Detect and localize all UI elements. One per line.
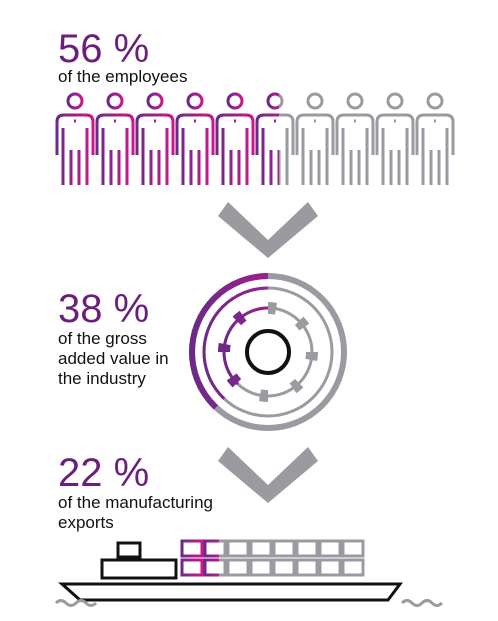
chevron (218, 202, 318, 258)
person-head (346, 92, 364, 110)
container (251, 541, 271, 556)
person-head (386, 92, 404, 110)
container (295, 539, 319, 558)
container (203, 539, 227, 558)
container (226, 558, 250, 577)
container (295, 558, 319, 577)
person-body (375, 113, 415, 185)
waves (54, 599, 444, 607)
container (274, 560, 294, 575)
person-head (306, 92, 324, 110)
stat-value: 22 % (58, 451, 149, 495)
container (297, 541, 317, 556)
person-body (175, 113, 215, 185)
person-body (295, 113, 335, 185)
chevron (218, 447, 318, 503)
person-head (146, 92, 164, 110)
people-highlight (55, 92, 279, 185)
stat-value: 38 % (58, 287, 149, 331)
person-head (226, 92, 244, 110)
container (341, 558, 365, 577)
container (318, 558, 342, 577)
person-head (426, 92, 444, 110)
container (249, 558, 273, 577)
containers-grey (180, 539, 365, 577)
stat-text: of the employees (58, 67, 187, 86)
stat-text: the industry (58, 369, 146, 388)
container (343, 560, 363, 575)
container (228, 560, 248, 575)
stat-text: added value in (58, 349, 169, 368)
container (318, 539, 342, 558)
person-body (415, 113, 455, 185)
person-body (335, 113, 375, 185)
stat-value: 56 % (58, 27, 149, 71)
container (180, 539, 204, 558)
container (180, 558, 204, 577)
container (320, 560, 340, 575)
person-head (106, 92, 124, 110)
container (274, 541, 294, 556)
person-body (55, 113, 95, 185)
gear-hub (245, 329, 291, 375)
stat-text: of the gross (58, 329, 147, 348)
person-body (255, 113, 279, 185)
container (203, 539, 219, 558)
container (180, 539, 204, 558)
container (203, 558, 227, 577)
container (226, 539, 250, 558)
gear-highlight (189, 273, 268, 418)
container (249, 539, 273, 558)
container (272, 539, 296, 558)
container (343, 541, 363, 556)
container (297, 560, 317, 575)
person-head (266, 92, 279, 110)
person-body (215, 113, 255, 185)
container (272, 558, 296, 577)
container (203, 558, 219, 577)
person-body (95, 113, 135, 185)
stat-text: of the manufacturing (58, 493, 213, 512)
containers-highlight (180, 539, 363, 577)
container (180, 558, 204, 577)
container (341, 539, 365, 558)
container (320, 541, 340, 556)
container (251, 560, 271, 575)
stat-text: exports (58, 513, 114, 532)
container (228, 541, 248, 556)
person-head (186, 92, 204, 110)
ship (58, 541, 403, 602)
person-head (66, 92, 84, 110)
person-body (135, 113, 175, 185)
